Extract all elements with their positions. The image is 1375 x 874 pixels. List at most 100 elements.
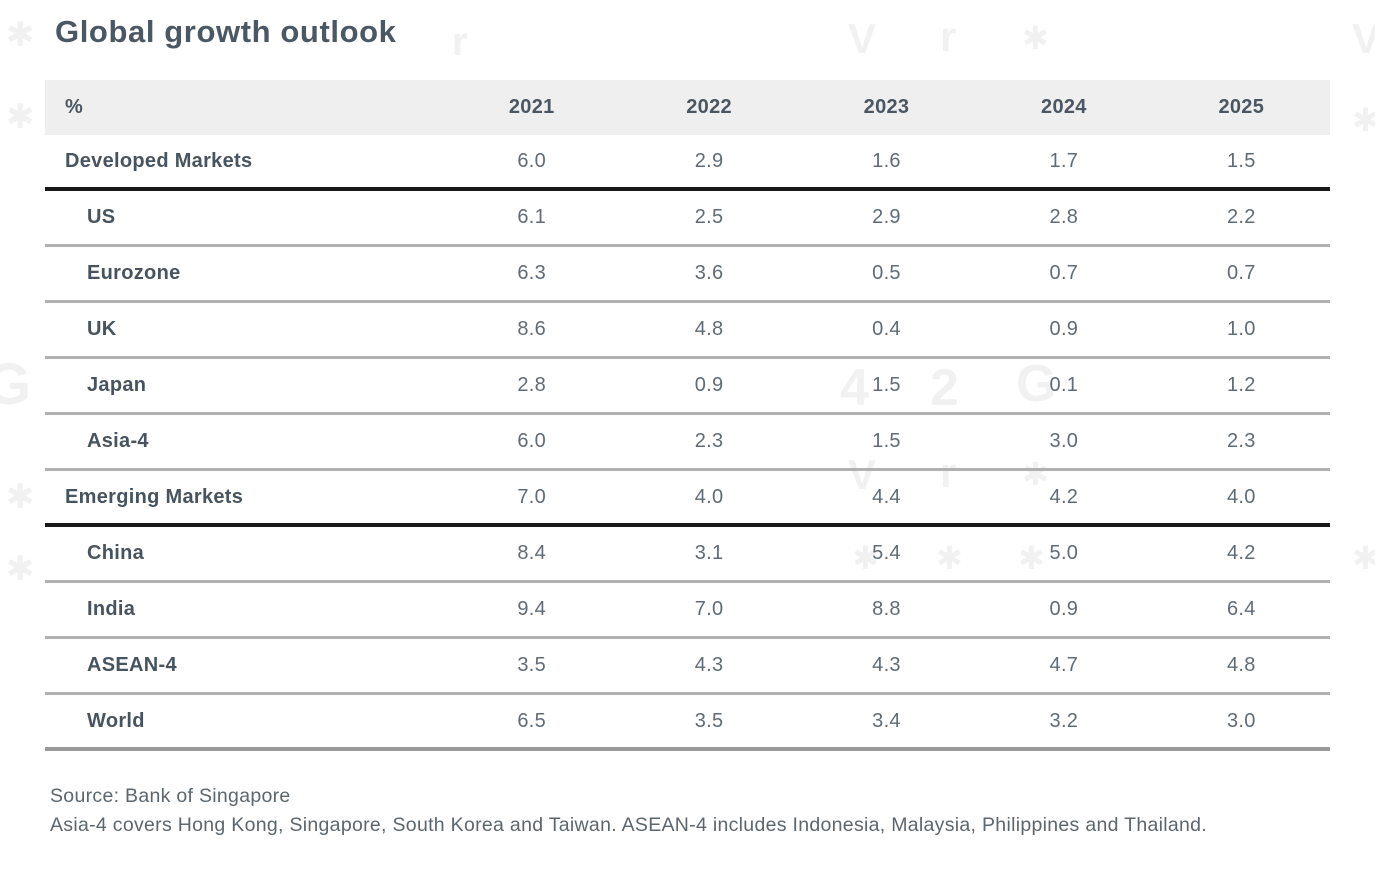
value-cell: 3.6 [694, 262, 724, 284]
value-cell: 4.3 [872, 654, 901, 676]
value-cell: 6.0 [517, 149, 547, 172]
value-cell: 2.3 [1226, 430, 1256, 452]
watermark-glyph: ✱ [1352, 102, 1375, 138]
table-row: Japan 2.8 0.9 1.5 0.1 1.2 [45, 359, 1330, 415]
page-title: Global growth outlook [55, 14, 397, 49]
value-cell: 4.7 [1049, 654, 1079, 676]
value-cell: 1.0 [1226, 318, 1256, 340]
value-cell: 0.9 [694, 374, 724, 396]
table-footnotes: Source: Bank of Singapore Asia-4 covers … [50, 782, 1330, 839]
table-row: China 8.4 3.1 5.4 5.0 4.2 [45, 527, 1330, 583]
value-cell: 4.2 [1049, 485, 1079, 508]
value-cell: 3.1 [694, 542, 724, 564]
table-row: Eurozone 6.3 3.6 0.5 0.7 0.7 [45, 247, 1330, 303]
row-label: Asia-4 [87, 430, 149, 452]
value-cell: 6.0 [517, 430, 547, 452]
value-cell: 6.1 [517, 206, 547, 228]
value-cell: 4.0 [1226, 485, 1256, 508]
value-cell: 8.4 [517, 542, 547, 564]
value-cell: 0.1 [1049, 374, 1079, 396]
value-cell: 7.0 [694, 598, 724, 620]
value-cell: 1.7 [1049, 149, 1079, 172]
watermark-glyph: ✱ [6, 98, 36, 136]
value-cell: 2.9 [872, 206, 901, 228]
definitions-note: Asia-4 covers Hong Kong, Singapore, Sout… [50, 814, 1208, 836]
value-cell: 4.4 [872, 485, 901, 508]
value-cell: 0.7 [1049, 262, 1079, 284]
watermark-glyph: G [0, 352, 33, 417]
watermark-glyph: V [848, 15, 878, 62]
year-column-header: 2022 [686, 96, 732, 118]
table-row: UK 8.6 4.8 0.4 0.9 1.0 [45, 303, 1330, 359]
table-row: ASEAN-4 3.5 4.3 4.3 4.7 4.8 [45, 639, 1330, 695]
value-cell: 8.8 [872, 598, 901, 620]
value-cell: 7.0 [517, 485, 547, 508]
value-cell: 8.6 [517, 318, 547, 340]
value-cell: 3.4 [872, 709, 901, 732]
value-cell: 0.9 [1049, 318, 1079, 340]
watermark-glyph: V [1352, 15, 1375, 62]
source-note: Source: Bank of Singapore [50, 785, 291, 807]
value-cell: 2.8 [1049, 206, 1079, 228]
value-cell: 3.5 [694, 709, 724, 732]
value-cell: 4.8 [694, 318, 724, 340]
row-label: China [87, 542, 145, 564]
value-cell: 1.6 [872, 149, 901, 172]
value-cell: 2.2 [1226, 206, 1256, 228]
value-cell: 6.4 [1226, 598, 1256, 620]
value-cell: 4.0 [694, 485, 724, 508]
table-row: World 6.5 3.5 3.4 3.2 3.0 [45, 695, 1330, 751]
value-cell: 0.4 [872, 318, 901, 340]
value-cell: 1.5 [872, 430, 901, 452]
table-row: Developed Markets 6.0 2.9 1.6 1.7 1.5 [45, 135, 1330, 191]
row-label: UK [87, 318, 117, 340]
value-cell: 5.0 [1049, 542, 1079, 564]
row-label: US [87, 206, 116, 228]
value-cell: 6.5 [517, 709, 547, 732]
value-cell: 2.8 [517, 374, 547, 396]
value-cell: 0.5 [872, 262, 901, 284]
table-row: India 9.4 7.0 8.8 0.9 6.4 [45, 583, 1330, 639]
value-cell: 0.9 [1049, 598, 1079, 620]
year-column-header: 2023 [863, 96, 910, 118]
row-label: ASEAN-4 [87, 654, 177, 676]
global-growth-table: % 2021 2022 2023 2024 2025 Developed Markets… [45, 80, 1330, 751]
value-cell: 2.3 [694, 430, 724, 452]
value-cell: 3.0 [1049, 430, 1079, 452]
watermark-glyph: ✱ [6, 478, 36, 516]
row-label: Eurozone [87, 262, 181, 284]
watermark-glyph: ✱ [6, 16, 36, 54]
row-label: Developed Markets [65, 149, 253, 172]
value-cell: 3.5 [517, 654, 547, 676]
value-cell: 9.4 [517, 598, 547, 620]
value-cell: 3.2 [1049, 709, 1079, 732]
unit-column-header: % [65, 96, 84, 118]
year-column-header: 2024 [1041, 96, 1087, 118]
watermark-glyph: ✱ [1352, 540, 1375, 576]
value-cell: 4.8 [1226, 654, 1256, 676]
row-label: Japan [87, 374, 147, 396]
value-cell: 4.2 [1226, 542, 1256, 564]
watermark-glyph: r [452, 20, 469, 64]
value-cell: 3.0 [1226, 709, 1256, 732]
year-column-header: 2025 [1218, 96, 1265, 118]
row-label: India [87, 598, 136, 620]
table-header-row: % 2021 2022 2023 2024 2025 [45, 80, 1330, 135]
value-cell: 2.5 [694, 206, 724, 228]
value-cell: 0.7 [1226, 262, 1256, 284]
value-cell: 5.4 [872, 542, 901, 564]
value-cell: 1.5 [872, 374, 901, 396]
table-row: US 6.1 2.5 2.9 2.8 2.2 [45, 191, 1330, 247]
year-column-header: 2021 [508, 96, 555, 118]
row-label: World [87, 709, 145, 732]
table-row: Asia-4 6.0 2.3 1.5 3.0 2.3 [45, 415, 1330, 471]
value-cell: 4.3 [694, 654, 724, 676]
value-cell: 1.5 [1226, 149, 1256, 172]
watermark-glyph: ✱ [6, 550, 36, 588]
table-row: Emerging Markets 7.0 4.0 4.4 4.2 4.0 [45, 471, 1330, 527]
watermark-glyph: r [940, 13, 958, 60]
value-cell: 6.3 [517, 262, 547, 284]
watermark-glyph: ✱ [1022, 20, 1050, 56]
value-cell: 2.9 [694, 149, 724, 172]
